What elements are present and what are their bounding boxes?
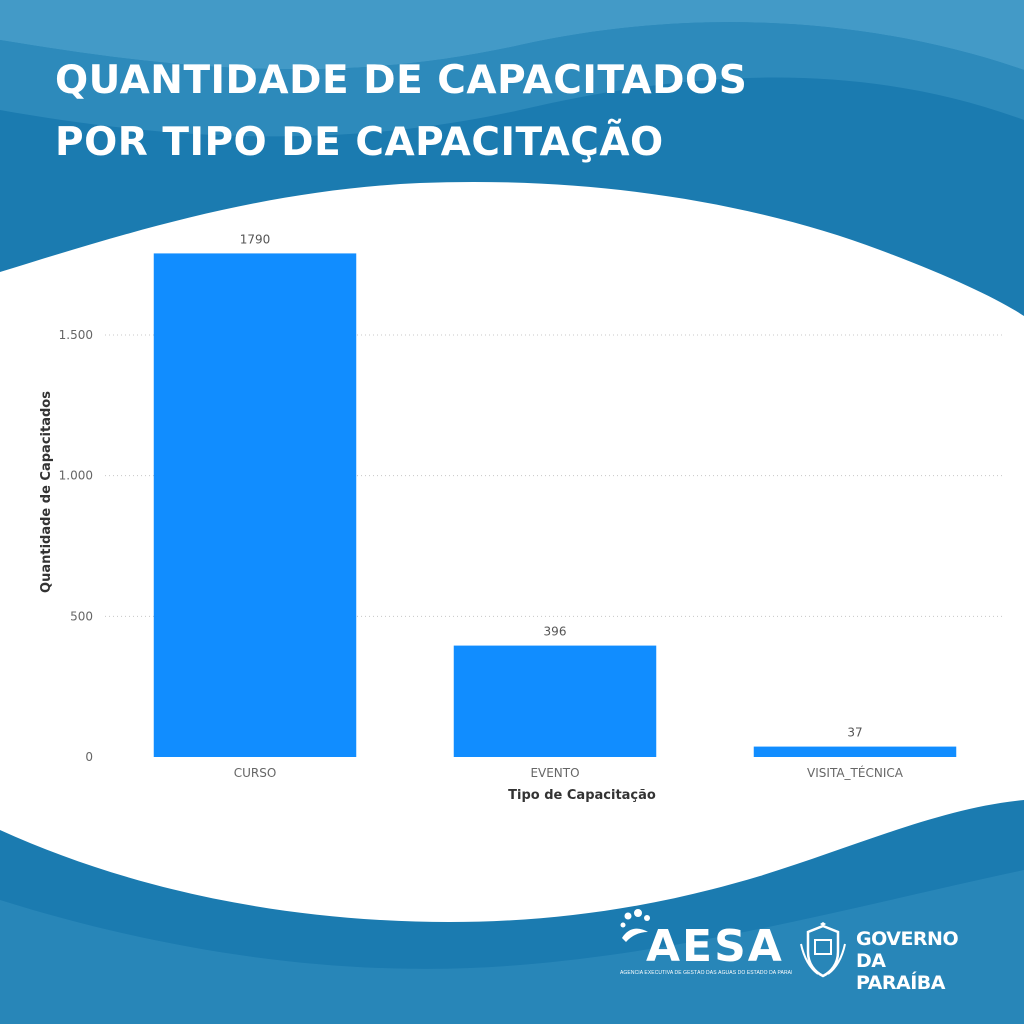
gov-line-2: DA PARAÍBA	[856, 950, 945, 994]
y-tick-label: 0	[85, 750, 93, 764]
water-splash-icon	[620, 909, 650, 942]
x-axis-title: Tipo de Capacitação	[508, 788, 656, 803]
x-tick-label: CURSO	[234, 766, 277, 780]
bar[interactable]	[453, 645, 657, 757]
aesa-logo-text: AESA	[646, 921, 784, 972]
bars	[153, 253, 957, 757]
x-tick-label: VISITA_TÉCNICA	[807, 765, 904, 780]
state-seal-icon	[800, 922, 846, 978]
top-wave-mid	[0, 22, 1024, 137]
bottom-wave-light	[0, 870, 1024, 1024]
top-wave-light	[0, 0, 1024, 70]
x-tick-label: EVENTO	[530, 766, 579, 780]
bar[interactable]	[753, 746, 957, 757]
government-logo-text: GOVERNO DA PARAÍBA	[856, 928, 978, 994]
aesa-tagline: AGÊNCIA EXECUTIVA DE GESTÃO DAS ÁGUAS DO…	[620, 970, 792, 976]
page-title: QUANTIDADE DE CAPACITADOS POR TIPO DE CA…	[55, 50, 747, 174]
data-labels: 1790 396 37	[240, 232, 863, 739]
y-tick-labels: 0 500 1.000 1.500	[59, 328, 93, 764]
y-tick-label: 1.500	[59, 328, 93, 342]
bar[interactable]	[153, 253, 357, 757]
data-label: 396	[544, 625, 567, 639]
x-tick-labels: CURSO EVENTO VISITA_TÉCNICA	[234, 765, 904, 780]
title-line-2: POR TIPO DE CAPACITAÇÃO	[55, 120, 664, 165]
gov-line-1: GOVERNO	[856, 928, 959, 950]
footer-logos: AESA AGÊNCIA EXECUTIVA DE GESTÃO DAS ÁGU…	[618, 908, 978, 994]
y-axis-title: Quantidade de Capacitados	[39, 391, 54, 593]
y-tick-label: 1.000	[59, 469, 93, 483]
data-label: 1790	[240, 232, 271, 246]
title-line-1: QUANTIDADE DE CAPACITADOS	[55, 58, 748, 103]
data-label: 37	[847, 726, 862, 740]
y-tick-label: 500	[70, 609, 93, 623]
